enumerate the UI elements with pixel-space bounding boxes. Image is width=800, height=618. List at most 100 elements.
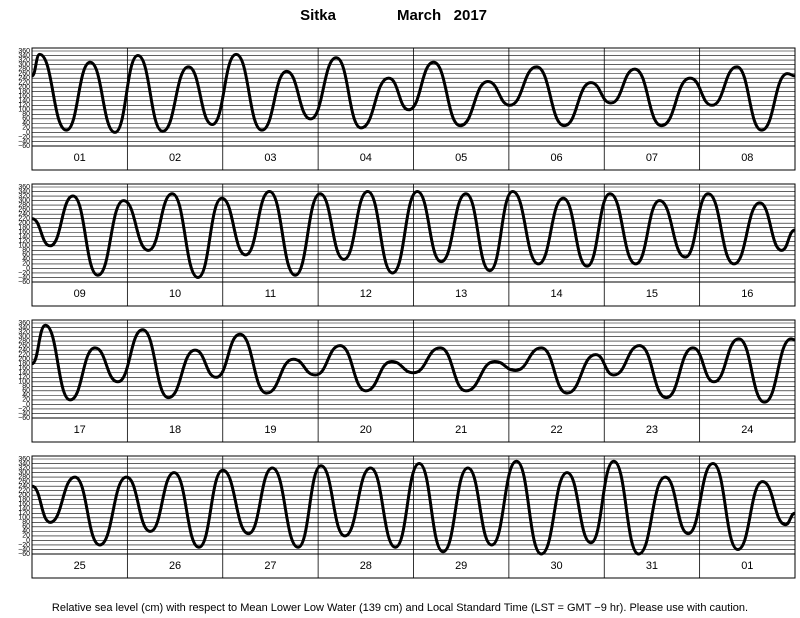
tide-curve xyxy=(31,459,796,556)
y-tick-label: 280 xyxy=(18,202,30,209)
y-tick-label: 160 xyxy=(18,501,30,508)
x-tick-label: 26 xyxy=(169,560,181,572)
y-tick-label: 120 xyxy=(18,102,30,109)
y-tick-label: 200 xyxy=(18,84,30,91)
y-tick-label: −60 xyxy=(18,415,30,422)
y-tick-label: −40 xyxy=(18,410,30,417)
x-tick-label: 30 xyxy=(550,560,562,572)
y-tick-label: 240 xyxy=(18,75,30,82)
y-tick-label: 220 xyxy=(18,352,30,359)
y-tick-label: 0 xyxy=(26,265,30,272)
y-tick-label: 180 xyxy=(18,497,30,504)
y-tick-label: 320 xyxy=(18,193,30,200)
tide-curve xyxy=(31,190,796,279)
y-tick-label: −60 xyxy=(18,279,30,286)
tide-curve xyxy=(31,52,796,134)
y-tick-label: 60 xyxy=(22,524,30,531)
y-tick-label: 320 xyxy=(18,465,30,472)
y-tick-label: 280 xyxy=(18,338,30,345)
y-tick-label: 200 xyxy=(18,492,30,499)
tide-curve xyxy=(31,323,796,404)
x-tick-label: 25 xyxy=(74,560,86,572)
y-tick-label: 140 xyxy=(18,506,30,513)
y-tick-label: 260 xyxy=(18,342,30,349)
x-tick-label: 09 xyxy=(74,288,86,300)
y-tick-label: 220 xyxy=(18,80,30,87)
x-tick-label: 12 xyxy=(360,288,372,300)
y-tick-label: 80 xyxy=(22,519,30,526)
y-tick-label: 340 xyxy=(18,324,30,331)
y-tick-label: 360 xyxy=(18,456,30,463)
x-tick-label: 10 xyxy=(169,288,181,300)
y-tick-label: 220 xyxy=(18,216,30,223)
x-tick-label: 18 xyxy=(169,424,181,436)
y-tick-label: −20 xyxy=(18,406,30,413)
x-tick-label: 28 xyxy=(360,560,372,572)
y-tick-label: 280 xyxy=(18,66,30,73)
y-tick-label: 260 xyxy=(18,478,30,485)
x-tick-label: 17 xyxy=(74,424,86,436)
x-tick-label: 24 xyxy=(741,424,753,436)
y-tick-label: 20 xyxy=(22,533,30,540)
y-tick-label: 40 xyxy=(22,392,30,399)
y-tick-label: 20 xyxy=(22,125,30,132)
y-tick-label: 60 xyxy=(22,252,30,259)
y-tick-label: −60 xyxy=(18,551,30,558)
x-tick-label: 14 xyxy=(550,288,562,300)
y-tick-label: 60 xyxy=(22,116,30,123)
y-tick-label: 40 xyxy=(22,256,30,263)
y-tick-label: 240 xyxy=(18,483,30,490)
y-tick-label: 200 xyxy=(18,356,30,363)
y-tick-label: 40 xyxy=(22,120,30,127)
y-tick-label: 140 xyxy=(18,234,30,241)
y-tick-label: 100 xyxy=(18,379,30,386)
y-tick-label: 320 xyxy=(18,57,30,64)
x-tick-label: 11 xyxy=(265,288,276,300)
y-tick-label: 180 xyxy=(18,89,30,96)
footnote: Relative sea level (cm) with respect to … xyxy=(52,602,748,614)
x-tick-label: 15 xyxy=(646,288,658,300)
y-tick-label: 360 xyxy=(18,48,30,55)
x-tick-label: 16 xyxy=(741,288,753,300)
x-tick-label: 07 xyxy=(646,152,658,164)
y-tick-label: 120 xyxy=(18,510,30,517)
y-tick-label: 180 xyxy=(18,361,30,368)
y-tick-label: 80 xyxy=(22,247,30,254)
y-tick-label: 280 xyxy=(18,474,30,481)
y-tick-label: −20 xyxy=(18,542,30,549)
y-tick-label: −60 xyxy=(18,143,30,150)
y-tick-label: 0 xyxy=(26,129,30,136)
x-tick-label: 05 xyxy=(455,152,467,164)
y-tick-label: 260 xyxy=(18,206,30,213)
y-tick-label: 180 xyxy=(18,225,30,232)
y-tick-label: 60 xyxy=(22,388,30,395)
y-tick-label: −40 xyxy=(18,138,30,145)
y-tick-label: −40 xyxy=(18,274,30,281)
x-tick-label: 13 xyxy=(455,288,467,300)
y-tick-label: −20 xyxy=(18,134,30,141)
y-tick-label: 160 xyxy=(18,229,30,236)
y-tick-label: 100 xyxy=(18,107,30,114)
x-tick-label: 21 xyxy=(455,424,467,436)
y-tick-label: 340 xyxy=(18,460,30,467)
y-tick-label: −20 xyxy=(18,270,30,277)
x-tick-label: 31 xyxy=(646,560,658,572)
y-tick-label: 360 xyxy=(18,184,30,191)
y-tick-label: 140 xyxy=(18,98,30,105)
y-tick-label: 120 xyxy=(18,238,30,245)
y-tick-label: 200 xyxy=(18,220,30,227)
y-tick-label: 240 xyxy=(18,211,30,218)
y-tick-label: 100 xyxy=(18,515,30,522)
x-tick-label: 01 xyxy=(74,152,86,164)
x-tick-label: 01 xyxy=(741,560,753,572)
x-tick-label: 22 xyxy=(550,424,562,436)
y-tick-label: 120 xyxy=(18,374,30,381)
y-tick-label: 0 xyxy=(26,401,30,408)
y-tick-label: 300 xyxy=(18,333,30,340)
x-tick-label: 06 xyxy=(550,152,562,164)
x-tick-label: 02 xyxy=(169,152,181,164)
y-tick-label: 300 xyxy=(18,469,30,476)
y-tick-label: −40 xyxy=(18,546,30,553)
